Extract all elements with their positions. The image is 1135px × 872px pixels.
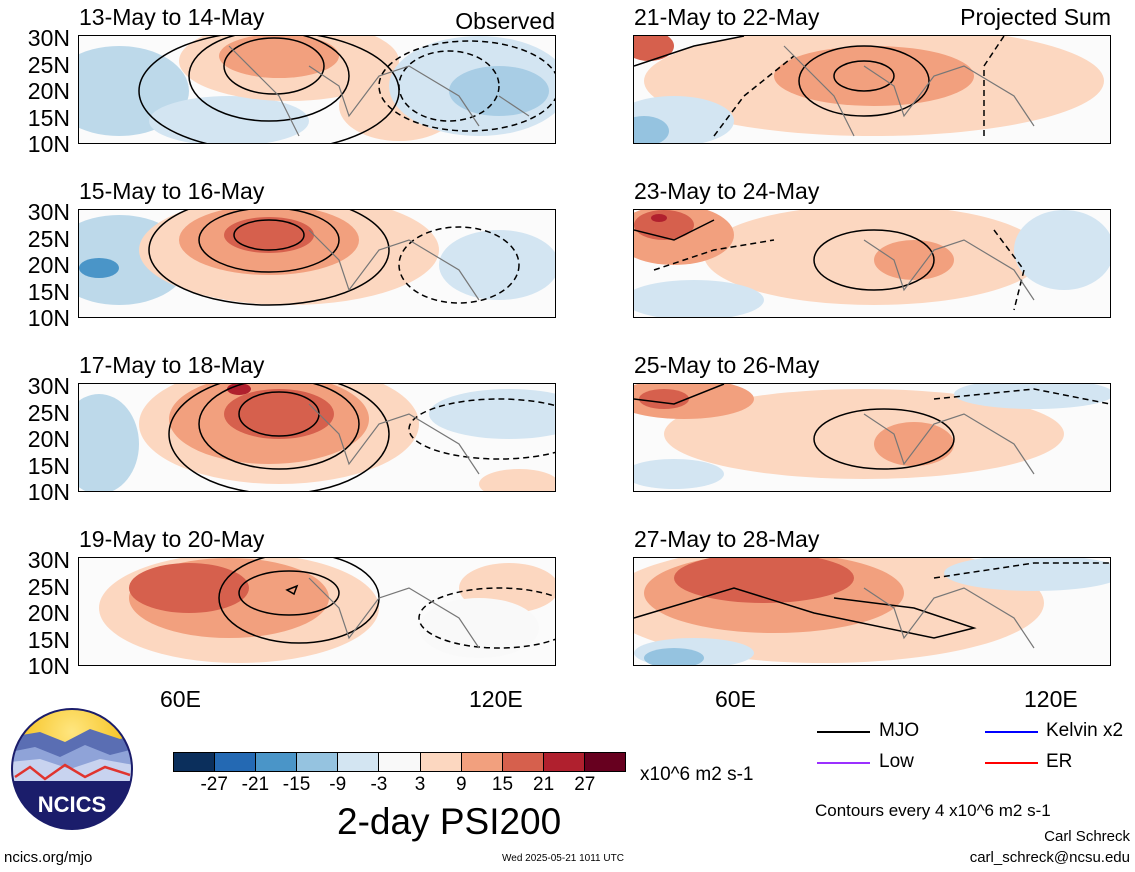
- panel-title: 23-May to 24-May: [634, 178, 820, 204]
- panel-tag: Projected Sum: [960, 4, 1111, 30]
- panel-title: 21-May to 22-May: [634, 4, 820, 30]
- map-panel-3: [78, 383, 556, 492]
- legend-line-kelvin: [985, 731, 1038, 733]
- panel-title: 13-May to 14-May: [79, 4, 265, 30]
- contours-note: Contours every 4 x10^6 m2 s-1: [815, 801, 1051, 820]
- panel-title: 27-May to 28-May: [634, 526, 820, 552]
- logo-text: NCICS: [38, 792, 106, 817]
- lon-label: 60E: [160, 686, 201, 712]
- lat-label: 10N: [27, 305, 70, 331]
- map-panel-1: [78, 35, 556, 144]
- colorbar: [173, 752, 626, 772]
- colorbar-swatch: [214, 753, 256, 771]
- colorbar-units: x10^6 m2 s-1: [640, 764, 754, 785]
- lat-label: 10N: [27, 131, 70, 157]
- colorbar-swatch: [255, 753, 297, 771]
- map-panel-8: [633, 557, 1111, 666]
- colorbar-swatch: [583, 753, 626, 771]
- legend-label-er: ER: [1046, 751, 1073, 772]
- panel-title: 15-May to 16-May: [79, 178, 265, 204]
- panel-title: 19-May to 20-May: [79, 526, 265, 552]
- lat-label: 30N: [27, 373, 70, 399]
- ncics-logo: NCICS: [10, 707, 134, 831]
- lat-label: 25N: [27, 574, 70, 600]
- lat-label: 20N: [27, 426, 70, 452]
- lat-label: 25N: [27, 226, 70, 252]
- colorbar-tick-label: 15: [491, 774, 514, 795]
- legend-line-er: [985, 762, 1038, 764]
- legend-label-low: Low: [879, 751, 914, 772]
- footer-timestamp: Wed 2025-05-21 1011 UTC: [502, 853, 624, 864]
- colorbar-swatch: [419, 753, 461, 771]
- legend-line-low: [817, 762, 870, 764]
- map-panel-4: [78, 557, 556, 666]
- colorbar-tick-label: -3: [370, 774, 388, 795]
- lat-label: 15N: [27, 453, 70, 479]
- lon-label: 60E: [715, 686, 756, 712]
- lat-label: 20N: [27, 600, 70, 626]
- colorbar-swatch: [174, 753, 215, 771]
- colorbar-swatch: [460, 753, 502, 771]
- lat-label: 20N: [27, 252, 70, 278]
- colorbar-tick-label: 21: [533, 774, 555, 795]
- colorbar-swatch: [337, 753, 379, 771]
- footer-url[interactable]: ncics.org/mjo: [4, 849, 93, 866]
- footer-email[interactable]: carl_schreck@ncsu.edu: [969, 849, 1130, 866]
- lat-label: 25N: [27, 400, 70, 426]
- lat-label: 15N: [27, 279, 70, 305]
- colorbar-swatch: [501, 753, 543, 771]
- lat-label: 20N: [27, 78, 70, 104]
- lat-label: 25N: [27, 52, 70, 78]
- map-panel-2: [78, 209, 556, 318]
- lat-label: 15N: [27, 105, 70, 131]
- colorbar-tick-label: -15: [282, 774, 311, 795]
- colorbar-tick-label: 27: [574, 774, 596, 795]
- lat-label: 30N: [27, 199, 70, 225]
- lon-label: 120E: [1024, 686, 1078, 712]
- colorbar-tick-label: 9: [455, 774, 467, 795]
- map-panel-6: [633, 209, 1111, 318]
- lat-label: 10N: [27, 653, 70, 679]
- panel-tag: Observed: [455, 8, 555, 34]
- lat-label: 30N: [27, 25, 70, 51]
- panel-title: 17-May to 18-May: [79, 352, 265, 378]
- colorbar-tick-label: 3: [414, 774, 426, 795]
- colorbar-swatch: [542, 753, 584, 771]
- legend-line-mjo: [817, 731, 870, 733]
- colorbar-swatch: [378, 753, 420, 771]
- footer-author: Carl Schreck: [1044, 828, 1130, 845]
- colorbar-tick-label: -27: [200, 774, 228, 795]
- legend-label-mjo: MJO: [879, 720, 920, 741]
- map-panel-7: [633, 383, 1111, 492]
- colorbar-tick-label: -9: [329, 774, 347, 795]
- colorbar-tick-label: -21: [241, 774, 270, 795]
- map-panel-5: [633, 35, 1111, 144]
- colorbar-title: 2-day PSI200: [337, 801, 562, 842]
- lon-label: 120E: [469, 686, 523, 712]
- lat-label: 10N: [27, 479, 70, 505]
- lat-label: 30N: [27, 547, 70, 573]
- lat-label: 15N: [27, 627, 70, 653]
- panel-title: 25-May to 26-May: [634, 352, 820, 378]
- legend-label-kelvin: Kelvin x2: [1046, 720, 1124, 741]
- colorbar-swatch: [296, 753, 338, 771]
